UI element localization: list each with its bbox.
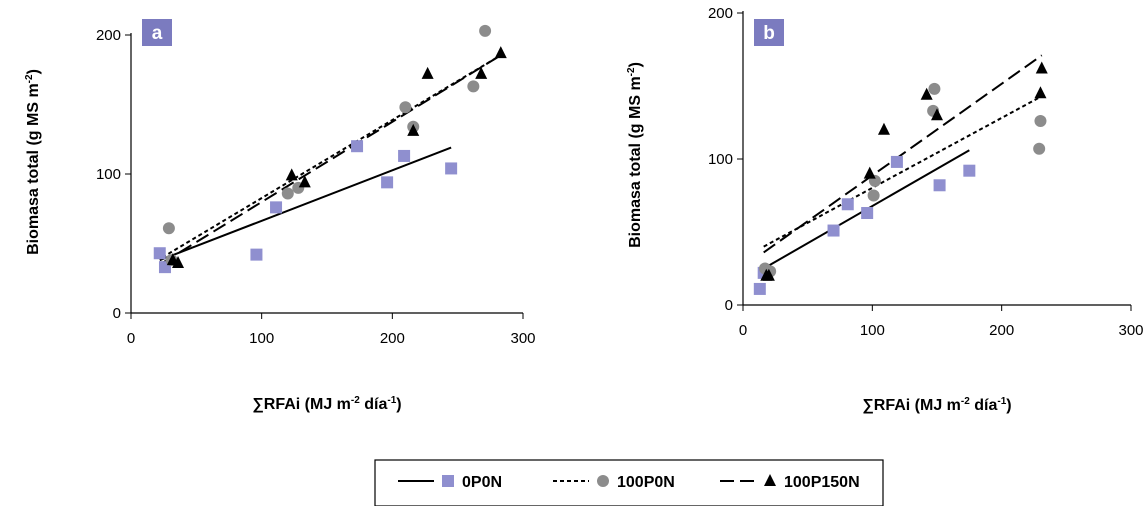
data-point-100P150N bbox=[298, 175, 311, 188]
data-point-100P0N bbox=[1033, 142, 1046, 155]
y-tick-label: 200 bbox=[96, 27, 121, 44]
x-tick-label: 0 bbox=[739, 322, 747, 339]
y-tick-label: 100 bbox=[708, 151, 733, 168]
data-point-0P0N bbox=[890, 155, 903, 168]
chart-panel-a: 0 100 200 300 0 100 200 Biomasa total (g MS m-2… bbox=[24, 19, 536, 413]
data-point-0P0N bbox=[827, 224, 840, 237]
fit-line-100P0N bbox=[161, 53, 503, 259]
data-point-100P150N bbox=[863, 166, 876, 179]
x-tick-label: 0 bbox=[127, 330, 135, 347]
data-point-0P0N bbox=[381, 176, 394, 189]
data-point-100P150N bbox=[762, 268, 775, 281]
panel-label: a bbox=[152, 23, 163, 44]
data-point-100P150N bbox=[931, 108, 943, 121]
data-point-100P0N bbox=[162, 222, 175, 235]
data-point-100P150N bbox=[877, 122, 890, 135]
data-point-100P150N bbox=[920, 87, 933, 100]
x-tick-label: 200 bbox=[989, 322, 1014, 339]
data-point-100P0N bbox=[867, 189, 880, 202]
data-point-100P0N bbox=[1034, 115, 1047, 128]
data-point-0P0N bbox=[351, 140, 364, 153]
x-tick-label: 200 bbox=[380, 330, 405, 347]
y-tick-label: 0 bbox=[113, 305, 121, 322]
legend-marker-100P150N bbox=[764, 474, 776, 486]
data-point-100P0N bbox=[467, 80, 480, 93]
data-point-100P150N bbox=[1035, 61, 1048, 74]
data-point-100P0N bbox=[928, 82, 941, 95]
x-tick-label: 100 bbox=[860, 322, 885, 339]
data-point-100P150N bbox=[407, 123, 420, 136]
fit-line-100P0N bbox=[763, 95, 1043, 248]
data-point-0P0N bbox=[841, 198, 854, 211]
data-point-100P0N bbox=[281, 187, 294, 200]
data-point-0P0N bbox=[153, 247, 166, 260]
y-axis-label: Biomasa total (g MS m-2) bbox=[626, 62, 644, 248]
x-axis-label: ∑RFAi (MJ m-2 día-1) bbox=[252, 395, 401, 413]
panel-label-box bbox=[754, 19, 784, 46]
legend-box bbox=[374, 459, 884, 506]
data-point-100P150N bbox=[285, 168, 298, 181]
data-point-0P0N bbox=[933, 179, 946, 192]
data-point-100P0N bbox=[399, 101, 412, 114]
chart-panel-b: 0 100 200 300 0 100 200 Biomasa total (g MS m-2… bbox=[626, 5, 1144, 414]
data-point-0P0N bbox=[250, 248, 263, 261]
fit-line-100P150N bbox=[763, 54, 1043, 254]
legend-label: 100P0N bbox=[617, 474, 675, 491]
x-tick-label: 100 bbox=[249, 330, 274, 347]
panel-label: b bbox=[763, 23, 775, 44]
data-point-100P150N bbox=[494, 46, 507, 59]
y-tick-label: 100 bbox=[96, 166, 121, 183]
y-tick-label: 0 bbox=[725, 297, 733, 314]
data-point-0P0N bbox=[861, 207, 874, 220]
data-point-100P0N bbox=[479, 24, 492, 37]
data-point-100P150N bbox=[1034, 86, 1047, 99]
y-tick-label: 200 bbox=[708, 5, 733, 22]
x-tick-label: 300 bbox=[510, 330, 535, 347]
data-point-100P150N bbox=[475, 66, 488, 79]
data-point-0P0N bbox=[963, 164, 976, 177]
panel-label-box bbox=[142, 19, 172, 46]
legend-marker-100P0N bbox=[597, 475, 609, 487]
data-point-100P150N bbox=[421, 66, 434, 79]
data-point-0P0N bbox=[445, 162, 458, 175]
x-axis-label: ∑RFAi (MJ m-2 día-1) bbox=[862, 396, 1011, 414]
data-point-100P150N bbox=[172, 255, 185, 268]
legend-label: 0P0N bbox=[462, 474, 502, 491]
fit-line-100P150N bbox=[161, 53, 503, 264]
legend-label: 100P150N bbox=[784, 474, 860, 491]
data-point-0P0N bbox=[270, 201, 283, 214]
legend-marker-0P0N bbox=[442, 475, 454, 487]
y-axis-label: Biomasa total (g MS m-2) bbox=[24, 69, 42, 255]
x-tick-label: 300 bbox=[1118, 322, 1143, 339]
data-point-0P0N bbox=[753, 282, 766, 295]
data-point-0P0N bbox=[398, 149, 411, 162]
legend: 0P0N 100P0N 100P150N bbox=[374, 459, 884, 506]
fit-line-0P0N bbox=[159, 146, 452, 262]
